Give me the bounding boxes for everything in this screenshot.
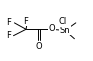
Text: F: F — [23, 17, 28, 26]
Text: F: F — [6, 31, 11, 40]
Text: F: F — [6, 18, 11, 27]
Text: Sn: Sn — [60, 26, 70, 35]
Text: Cl: Cl — [59, 17, 67, 26]
Text: O: O — [36, 42, 42, 51]
Text: O: O — [48, 24, 55, 33]
